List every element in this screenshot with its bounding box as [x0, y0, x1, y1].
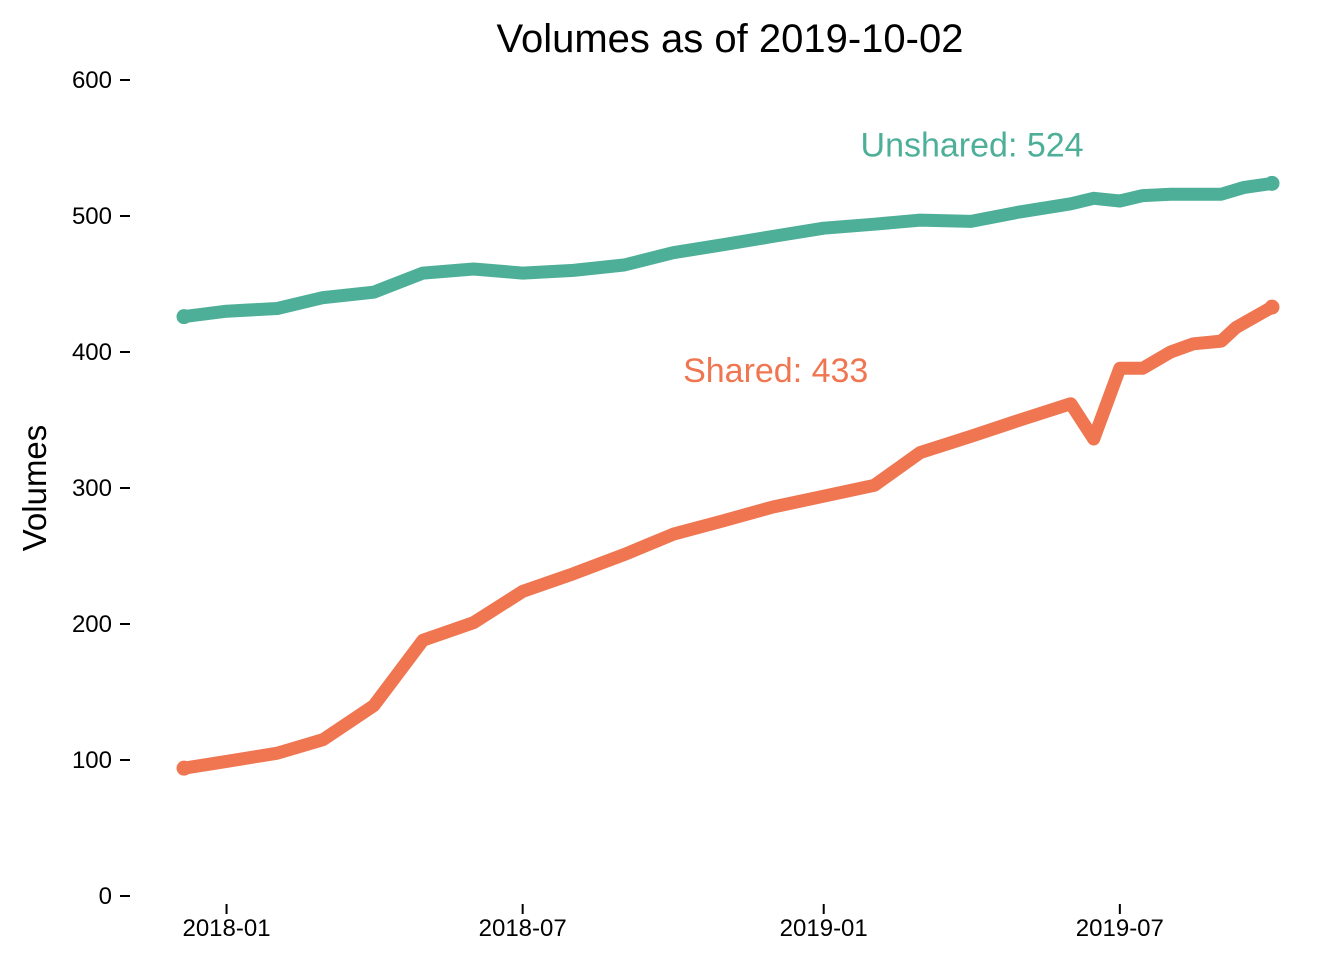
chart-title: Volumes as of 2019-10-02 [497, 17, 964, 61]
y-tick-label: 400 [72, 339, 112, 366]
x-axis: 2018-01 2018-07 2019-01 2019-07 [182, 904, 1164, 942]
series-layer [176, 175, 1280, 776]
series-point-shared-start [176, 760, 192, 776]
x-tick-label: 2019-01 [780, 915, 868, 942]
y-tick-label: 100 [72, 747, 112, 774]
y-axis-title: Volumes [16, 425, 53, 552]
y-tick-label: 200 [72, 611, 112, 638]
y-axis: 0 100 200 300 400 500 600 [72, 67, 130, 910]
series-label-unshared: Unshared: 524 [861, 126, 1084, 164]
x-tick-label: 2018-07 [479, 915, 567, 942]
series-point-unshared-start [176, 309, 192, 325]
series-point-unshared-end [1264, 175, 1280, 191]
y-tick-label: 600 [72, 67, 112, 94]
x-tick-label: 2018-01 [182, 915, 270, 942]
series-label-layer: Unshared: 524 Shared: 433 [683, 126, 1083, 390]
series-line-shared [182, 301, 1276, 775]
x-tick-label: 2019-07 [1076, 915, 1164, 942]
y-tick-label: 500 [72, 203, 112, 230]
y-tick-label: 300 [72, 475, 112, 502]
series-point-shared-end [1264, 299, 1280, 315]
y-tick-label: 0 [99, 883, 112, 910]
series-label-shared: Shared: 433 [683, 352, 868, 390]
series-line-unshared [183, 176, 1273, 324]
